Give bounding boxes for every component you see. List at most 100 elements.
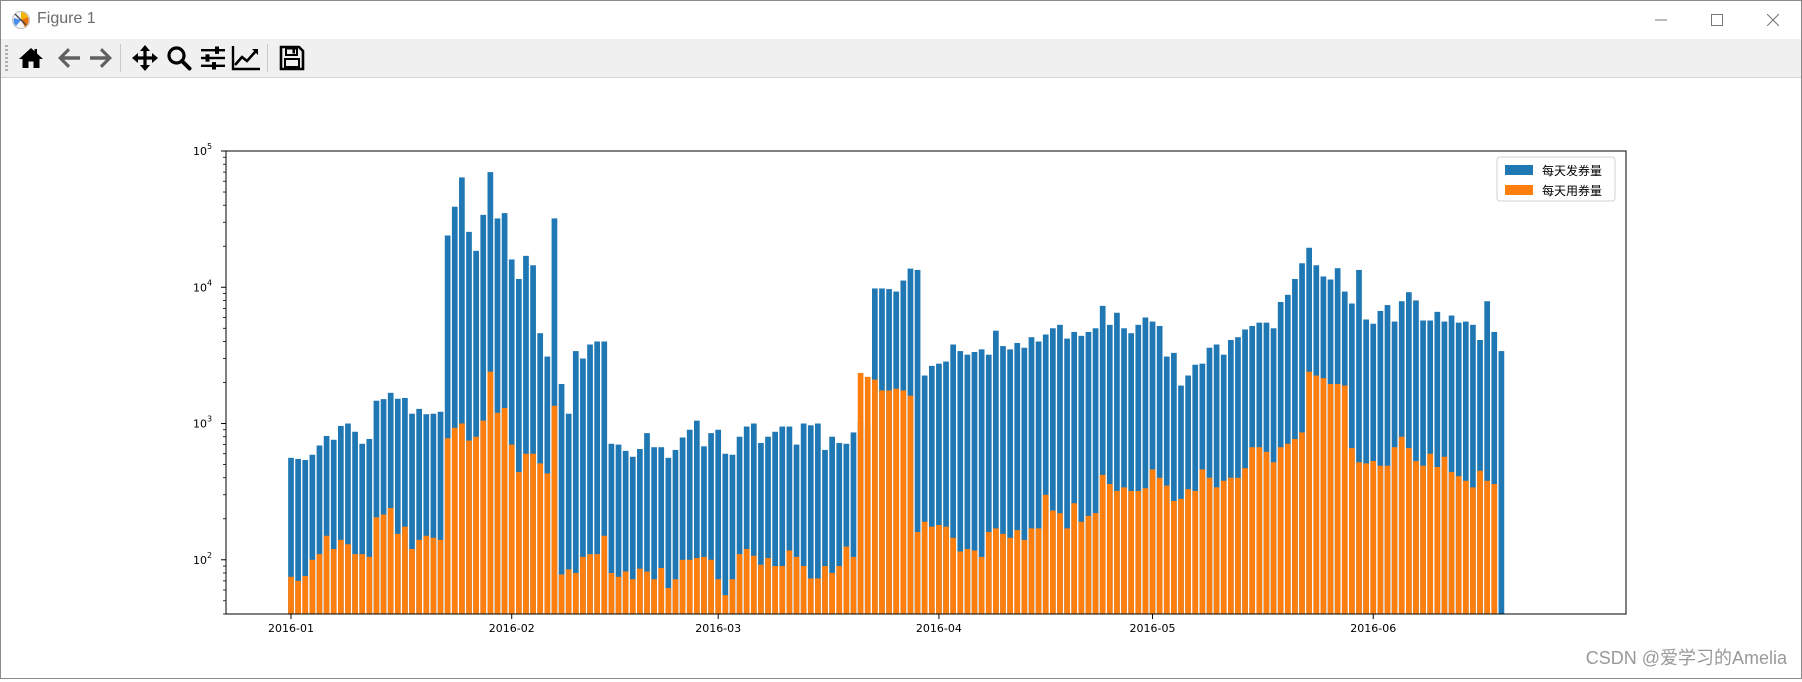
bar-daily-issued [715,429,722,614]
bar-daily-issued [480,214,487,614]
bar-daily-used [637,568,643,614]
close-button[interactable] [1745,1,1801,39]
bar-daily-used [1064,528,1070,614]
bar-daily-used [1455,476,1462,614]
bar-daily-issued [622,450,629,614]
bar-daily-used [1163,485,1170,614]
bar-daily-issued [665,457,672,614]
bar-daily-issued [829,436,835,614]
zoom-button[interactable] [163,42,195,74]
watermark-text: CSDN @爱学习的Amelia [1585,648,1787,668]
bar-daily-issued [1057,324,1063,614]
title-bar[interactable]: Figure 1 [1,1,1801,39]
bar-daily-issued [1099,305,1106,614]
bar-daily-used [1427,453,1434,614]
bar-daily-used [1171,501,1177,614]
bar-daily-issued [1064,338,1070,614]
bar-daily-used [701,556,707,614]
bar-daily-issued [337,425,344,614]
bar-daily-issued [523,255,529,615]
bar-daily-used [1398,436,1405,614]
bar-daily-used [316,554,323,614]
bar-daily-issued [1114,312,1120,614]
bar-daily-used [1306,371,1313,614]
bar-daily-used [1142,488,1149,614]
bar-daily-issued [330,439,337,614]
bar-daily-used [423,535,430,614]
bar-daily-used [1249,447,1256,614]
bar-daily-used [786,550,793,614]
bar-daily-issued [950,344,957,614]
toolbar-grip[interactable] [5,45,8,71]
bar-daily-used [1106,483,1113,614]
bar-daily-issued [1227,340,1234,614]
legend-swatch [1505,165,1533,175]
bar-daily-issued [409,413,415,614]
bar-daily-issued [1007,349,1013,614]
bar-daily-used [1213,487,1220,614]
bar-daily-used [1270,462,1277,614]
bar-daily-used [985,531,992,614]
bar-daily-used [295,580,301,614]
bar-daily-used [1206,477,1213,614]
home-button[interactable] [15,42,47,74]
bar-daily-used [473,436,479,614]
bar-daily-issued [558,384,565,614]
configure-subplots-button[interactable] [197,42,229,74]
bar-daily-issued [1384,305,1391,614]
bar-daily-issued [765,436,771,614]
bar-daily-issued [943,361,949,614]
arrow-right-icon [90,48,112,68]
bar-daily-used [1470,487,1476,614]
bar-daily-used [879,390,885,614]
bar-daily-used [957,551,964,614]
legend-label: 每天发券量 [1542,163,1602,178]
bar-daily-used [1000,533,1006,614]
bar-daily-issued [993,330,999,614]
bar-daily-used [921,521,928,614]
bar-daily-issued [451,206,458,614]
magnifier-icon [167,46,192,71]
bar-daily-issued [971,351,978,614]
plot-area[interactable]: 2016-01 2016-02 2016-03 2016-04 2016-05 2016-… [1,78,1801,678]
bar-daily-issued [651,447,657,614]
edit-axis-button[interactable] [230,42,262,74]
bar-chart: 2016-01 2016-02 2016-03 2016-04 2016-05 2016-… [193,142,1627,635]
y-tick-label-exponent: 4 [207,278,212,287]
bar-daily-issued [587,344,593,614]
bar-daily-issued [366,438,373,614]
bar-daily-used [900,390,907,614]
bar-daily-issued [985,354,992,614]
bar-daily-used [822,566,828,614]
bar-daily-used [807,578,814,614]
bar-daily-issued [1498,351,1505,614]
bar-daily-used [971,550,978,614]
bar-daily-issued [843,443,850,614]
bar-daily-issued [508,259,515,614]
bar-daily-issued [1156,325,1163,614]
bar-daily-used [451,427,458,614]
bar-daily-issued [1042,334,1049,614]
maximize-button[interactable] [1689,1,1745,39]
bar-daily-issued [1106,324,1113,614]
matplotlib-logo-icon [11,10,31,30]
bar-daily-issued [637,449,643,614]
bar-daily-used [1021,539,1028,614]
forward-button[interactable] [85,42,117,74]
bar-daily-used [1477,470,1483,614]
bar-daily-issued [1484,301,1491,614]
back-button[interactable] [53,42,85,74]
bar-daily-used [1227,477,1234,614]
bar-daily-used [1448,472,1455,614]
save-button[interactable] [276,42,308,74]
bar-daily-used [1128,490,1135,614]
minimize-button[interactable] [1633,1,1689,39]
bar-daily-issued [295,458,301,614]
bar-daily-issued [815,423,821,614]
bar-daily-used [1049,510,1056,614]
pan-button[interactable] [129,42,161,74]
bar-daily-issued [466,231,472,615]
bar-daily-used [964,548,971,614]
bar-daily-used [1349,448,1355,614]
